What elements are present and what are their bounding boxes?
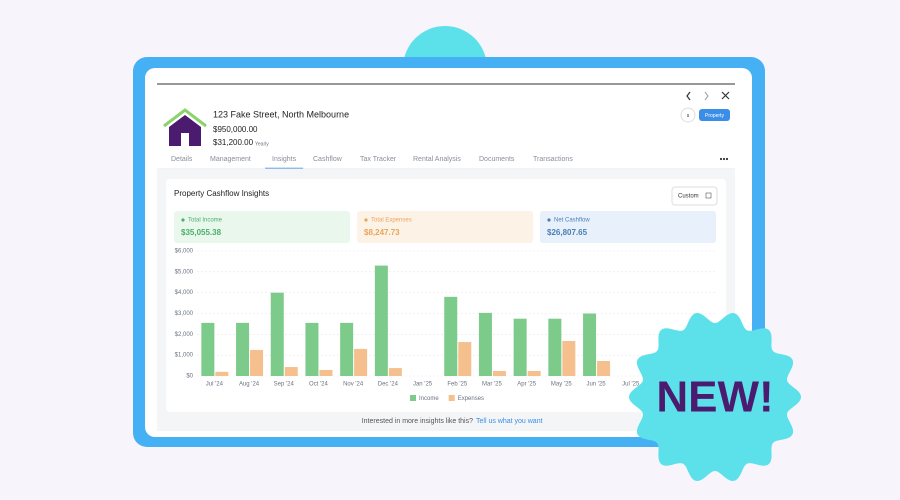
legend-swatch: [448, 395, 455, 401]
x-tick-label: Feb '25: [447, 382, 467, 388]
legend-label: Income: [419, 396, 439, 402]
rent: $31,200.00: [213, 138, 254, 147]
summary-label: Total Income: [188, 218, 223, 224]
x-tick-label: May '25: [551, 382, 572, 388]
summary-box: [174, 211, 350, 243]
summary-value: $8,247.73: [364, 228, 400, 237]
bar: [583, 313, 597, 376]
legend-swatch: [410, 395, 416, 401]
price: $950,000.00: [213, 125, 258, 134]
summary-icon: [364, 218, 368, 222]
tag-label: Property: [705, 113, 724, 119]
bar: [527, 371, 541, 376]
address: 123 Fake Street, North Melbourne: [213, 109, 349, 119]
more-menu[interactable]: [719, 157, 729, 161]
bar: [562, 341, 576, 376]
summary-label: Net Cashflow: [554, 218, 590, 224]
bar: [250, 349, 264, 376]
legend-label: Expenses: [458, 396, 484, 402]
tab[interactable]: Insights: [272, 156, 297, 163]
x-tick-label: Aug '24: [239, 382, 260, 388]
x-tick-label: Nov '24: [343, 382, 364, 388]
tag: [699, 109, 730, 121]
bar: [513, 318, 527, 376]
next-button[interactable]: [704, 91, 709, 101]
badge: [629, 313, 801, 481]
chart: $0 $1,000 $2,000 $3,000 $4,000 $5,000 $6,000 Ju…: [175, 249, 717, 402]
summary-value: $35,055.38: [181, 228, 222, 237]
card-title: Property Cashflow Insights: [174, 189, 269, 198]
tab[interactable]: Documents: [479, 156, 515, 163]
bar: [305, 322, 319, 376]
house-icon: [163, 108, 207, 146]
bar: [284, 367, 298, 376]
summary-icon: [547, 218, 551, 222]
x-tick-label: Mar '25: [482, 382, 502, 388]
rent-period: Yearly: [255, 141, 269, 147]
bar: [201, 322, 215, 376]
bar: [492, 371, 506, 376]
x-tick-label: Jul '24: [206, 382, 224, 388]
x-tick-label: Jun '25: [586, 382, 606, 388]
badge-label: NEW!: [656, 373, 773, 422]
tab[interactable]: Rental Analysis: [413, 156, 461, 163]
bar: [388, 368, 402, 376]
x-tick-label: Sep '24: [274, 382, 295, 388]
bar: [548, 318, 562, 376]
bar: [354, 348, 368, 376]
summary-box: [540, 211, 716, 243]
summary-box: [357, 211, 533, 243]
summary-label: Total Expenses: [371, 218, 412, 224]
summary-value: $26,807.65: [547, 228, 588, 237]
y-tick-label: $0: [186, 374, 193, 380]
bar: [340, 322, 354, 376]
tab[interactable]: Management: [210, 156, 251, 163]
bar: [444, 296, 458, 376]
bar: [319, 369, 333, 376]
summary-row: Total Income $35,055.38 Total Expenses $8,2…: [174, 211, 716, 243]
x-tick-label: Jul '25: [622, 382, 640, 388]
bar: [374, 265, 388, 376]
summary-icon: [181, 218, 185, 222]
calendar-icon: [705, 192, 712, 199]
bar: [458, 342, 472, 376]
x-tick-label: Oct '24: [309, 382, 328, 388]
tab[interactable]: Cashflow: [313, 156, 343, 163]
footer-link[interactable]: Tell us what you want: [476, 418, 543, 425]
x-tick-label: Jan '25: [413, 382, 433, 388]
avatar[interactable]: [680, 107, 696, 123]
bar: [215, 371, 229, 376]
y-tick-label: $4,000: [175, 290, 194, 296]
x-tick-label: Apr '25: [517, 382, 536, 388]
bar: [270, 292, 284, 376]
filter-button[interactable]: [671, 186, 718, 206]
y-tick-label: $2,000: [175, 332, 194, 338]
y-tick-label: $6,000: [175, 249, 194, 255]
tab[interactable]: Transactions: [533, 156, 573, 163]
y-tick-label: $5,000: [175, 269, 194, 275]
x-tick-label: Dec '24: [378, 382, 399, 388]
close-button[interactable]: [721, 91, 730, 100]
bar: [597, 361, 611, 376]
bar: [478, 312, 492, 376]
prev-button[interactable]: [686, 91, 691, 101]
y-tick-label: $3,000: [175, 311, 194, 317]
tab[interactable]: Details: [171, 156, 193, 163]
filter-label: Custom: [678, 194, 699, 200]
y-tick-label: $1,000: [175, 353, 194, 359]
footer-question: Interested in more insights like this?: [362, 418, 473, 425]
tab[interactable]: Tax Tracker: [360, 156, 397, 163]
avatar-letter: s: [687, 113, 690, 119]
bar: [236, 322, 250, 376]
